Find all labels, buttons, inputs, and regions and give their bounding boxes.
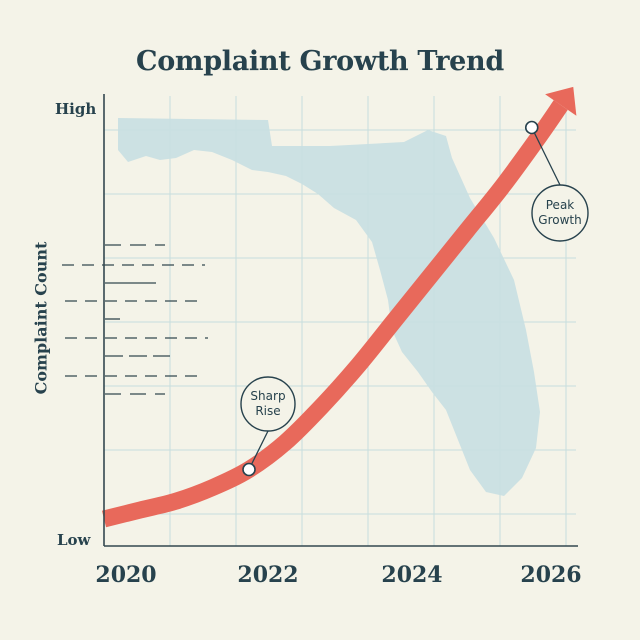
y-axis-label: Complaint Count [31, 241, 51, 395]
x-tick-label-2024: 2024 [381, 562, 443, 588]
annotation-bubble [240, 376, 296, 432]
annotation-sharp-rise: Sharp Rise [250, 389, 286, 418]
series-line-complaints [101, 100, 568, 528]
annotation-bubble [531, 184, 589, 242]
annotation-leader-line [531, 127, 561, 186]
y-tick-label-high: High [55, 100, 97, 118]
annotation-peak-growth: Peak Growth [538, 198, 582, 227]
data-point-marker [242, 462, 256, 477]
x-tick-label-2026: 2026 [520, 562, 582, 588]
annotations-layer [240, 120, 589, 477]
annotation-leader-line [248, 430, 269, 470]
chart-title: Complaint Growth Trend [136, 46, 504, 77]
map-legend-dashes [62, 244, 208, 395]
series-arrowhead [545, 86, 577, 116]
x-tick-label-2020: 2020 [95, 562, 157, 588]
x-tick-label-2022: 2022 [237, 562, 299, 588]
axes [103, 94, 578, 547]
y-tick-label-low: Low [57, 531, 91, 549]
florida-map-silhouette [118, 118, 540, 496]
data-point-marker [524, 120, 539, 135]
series-layer [101, 86, 577, 528]
